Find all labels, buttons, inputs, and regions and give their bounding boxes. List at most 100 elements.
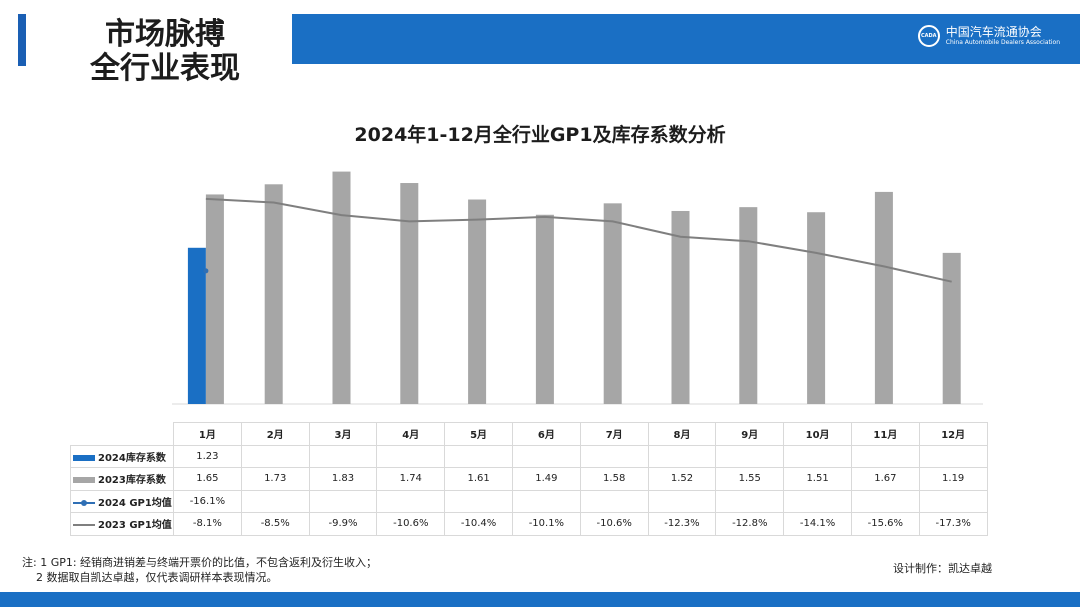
data-label: -16.1% bbox=[173, 489, 242, 513]
table-row: 2023 GP1均值 -8.1% -8.5% -9.9% -10.6% -10.4% -10… bbox=[70, 512, 988, 536]
tick-label-10: 10月 bbox=[783, 422, 852, 446]
tick-label-8: 8月 bbox=[647, 422, 717, 446]
data-label bbox=[376, 489, 446, 513]
footnote-2: 2 数据取自凯达卓越，仅代表调研样本表现情况。 bbox=[36, 571, 278, 584]
bar-2023-3 bbox=[332, 171, 351, 404]
bar-2023-12 bbox=[942, 252, 961, 404]
tick-label-4: 4月 bbox=[376, 422, 446, 446]
legend-entry: 2024库存系数 bbox=[70, 444, 174, 468]
point-2024-GP1均值 bbox=[203, 268, 209, 274]
data-label bbox=[511, 489, 581, 513]
page-title-line1: 市场脉搏 bbox=[105, 17, 225, 52]
data-label bbox=[240, 489, 310, 513]
legend-entry: 2023库存系数 bbox=[70, 467, 174, 491]
data-label bbox=[918, 444, 988, 468]
legend-bar-icon bbox=[73, 454, 95, 461]
data-label bbox=[579, 444, 649, 468]
data-label bbox=[308, 489, 378, 513]
data-label: 1.65 bbox=[173, 467, 242, 491]
data-label: -17.3% bbox=[918, 512, 988, 536]
bar-2024-1 bbox=[187, 247, 206, 404]
data-label: -12.3% bbox=[647, 512, 717, 536]
data-label: 1.58 bbox=[579, 467, 649, 491]
footnote-1: 注: 1 GP1: 经销商进销差与终端开票价的比值，不包含返利及衍生收入； bbox=[22, 556, 378, 569]
data-label: 1.55 bbox=[715, 467, 785, 491]
data-label bbox=[715, 444, 785, 468]
table-row: 2024 GP1均值 -16.1% bbox=[70, 489, 988, 513]
footer-band bbox=[0, 592, 1080, 607]
tick-label-12: 12月 bbox=[918, 422, 988, 446]
bar-2023-11 bbox=[874, 191, 893, 404]
chart-data-table: 1月 2月 3月 4月 5月 6月 7月 8月 9月 10月 11月 12月 2024库存系数 1.23 2… bbox=[70, 422, 988, 536]
bar-2023-6 bbox=[535, 214, 554, 404]
data-label bbox=[715, 489, 785, 513]
tick-label-7: 7月 bbox=[579, 422, 649, 446]
logo-en-text: China Automobile Dealers Association bbox=[945, 38, 1060, 46]
data-label bbox=[240, 444, 310, 468]
data-label: 1.73 bbox=[240, 467, 310, 491]
data-label: 1.51 bbox=[783, 467, 852, 491]
data-label: 1.52 bbox=[647, 467, 717, 491]
tick-label-1: 1月 bbox=[173, 422, 242, 446]
bar-2023-7 bbox=[603, 203, 622, 404]
data-label: -15.6% bbox=[850, 512, 920, 536]
title-accent-bar bbox=[18, 14, 26, 66]
data-label: -10.6% bbox=[579, 512, 649, 536]
data-label bbox=[376, 444, 446, 468]
data-label bbox=[444, 489, 513, 513]
tick-label-5: 5月 bbox=[444, 422, 513, 446]
bar-2023-8 bbox=[671, 210, 690, 404]
line-2023-GP1均值 bbox=[205, 197, 952, 283]
data-label bbox=[444, 444, 513, 468]
data-label: -8.5% bbox=[240, 512, 310, 536]
data-label: 1.61 bbox=[444, 467, 513, 491]
data-label bbox=[783, 444, 852, 468]
chart-plot bbox=[172, 171, 983, 405]
data-label: 1.23 bbox=[173, 444, 242, 468]
bar-2023-10 bbox=[807, 212, 826, 404]
data-label: -10.1% bbox=[511, 512, 581, 536]
legend-line-icon bbox=[73, 524, 95, 527]
legend-entry: 2023 GP1均值 bbox=[70, 512, 174, 536]
bar-2023-5 bbox=[468, 199, 487, 404]
data-label bbox=[783, 489, 852, 513]
bar-2023-2 bbox=[264, 184, 283, 404]
data-label bbox=[647, 489, 717, 513]
legend-line-icon bbox=[73, 499, 95, 506]
data-label bbox=[308, 444, 378, 468]
data-label: -8.1% bbox=[173, 512, 242, 536]
bar-2023-1 bbox=[205, 194, 224, 404]
data-label: 1.19 bbox=[918, 467, 988, 491]
table-row: 2023库存系数 1.65 1.73 1.83 1.74 1.61 1.49 1.58 1.52… bbox=[70, 467, 988, 491]
tick-label-9: 9月 bbox=[715, 422, 785, 446]
data-label bbox=[850, 489, 920, 513]
data-label: 1.49 bbox=[511, 467, 581, 491]
table-corner bbox=[70, 422, 174, 446]
data-label bbox=[579, 489, 649, 513]
data-label bbox=[850, 444, 920, 468]
table-row: 2024库存系数 1.23 bbox=[70, 444, 988, 468]
tick-label-3: 3月 bbox=[308, 422, 378, 446]
page-title-line2: 全行业表现 bbox=[90, 51, 240, 86]
footnotes: 注: 1 GP1: 经销商进销差与终端开票价的比值，不包含返利及衍生收入； 2 … bbox=[22, 555, 377, 585]
data-label: 1.67 bbox=[850, 467, 920, 491]
cada-logo-icon: CADA bbox=[917, 25, 940, 47]
logo-cn-text: 中国汽车流通协会 bbox=[945, 24, 1042, 39]
data-label: 1.74 bbox=[376, 467, 446, 491]
data-label bbox=[647, 444, 717, 468]
data-label: 1.83 bbox=[308, 467, 378, 491]
tick-label-2: 2月 bbox=[240, 422, 310, 446]
legend-bar-icon bbox=[73, 477, 95, 484]
bar-2023-9 bbox=[739, 207, 758, 404]
data-label: -9.9% bbox=[308, 512, 378, 536]
data-label bbox=[918, 489, 988, 513]
header-band bbox=[292, 14, 1080, 64]
chart-title: 2024年1-12月全行业GP1及库存系数分析 bbox=[354, 124, 726, 146]
tick-label-11: 11月 bbox=[850, 422, 920, 446]
data-label: -10.6% bbox=[376, 512, 446, 536]
data-label: -10.4% bbox=[444, 512, 513, 536]
page-title: 市场脉搏 全行业表现 bbox=[60, 18, 270, 86]
bar-2023-4 bbox=[400, 183, 419, 404]
legend-entry: 2024 GP1均值 bbox=[70, 489, 174, 513]
tick-label-6: 6月 bbox=[511, 422, 581, 446]
